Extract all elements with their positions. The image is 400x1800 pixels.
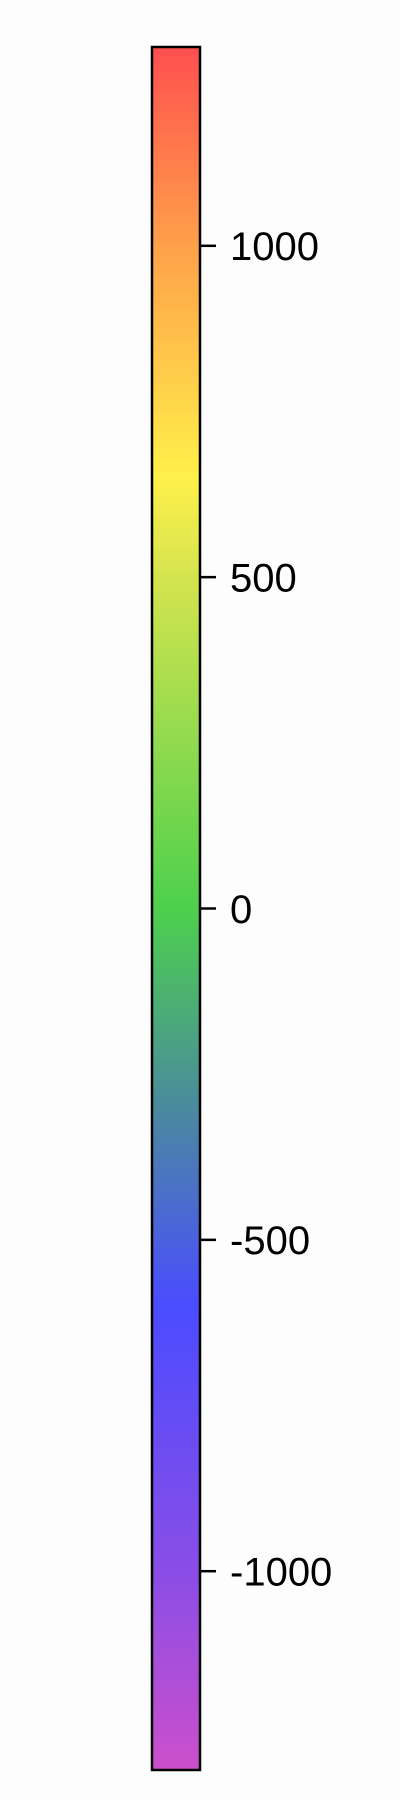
tick-label: 1000 [230, 225, 319, 269]
tick-label: -1000 [230, 1551, 332, 1595]
colorbar-gradient-bar [150, 45, 202, 1772]
tick-label: -500 [230, 1219, 310, 1263]
tick-label: 500 [230, 557, 297, 601]
tick-label: 0 [230, 888, 252, 932]
colorbar-ticks: 1000 500 0 -500 -1000 [200, 225, 332, 1595]
